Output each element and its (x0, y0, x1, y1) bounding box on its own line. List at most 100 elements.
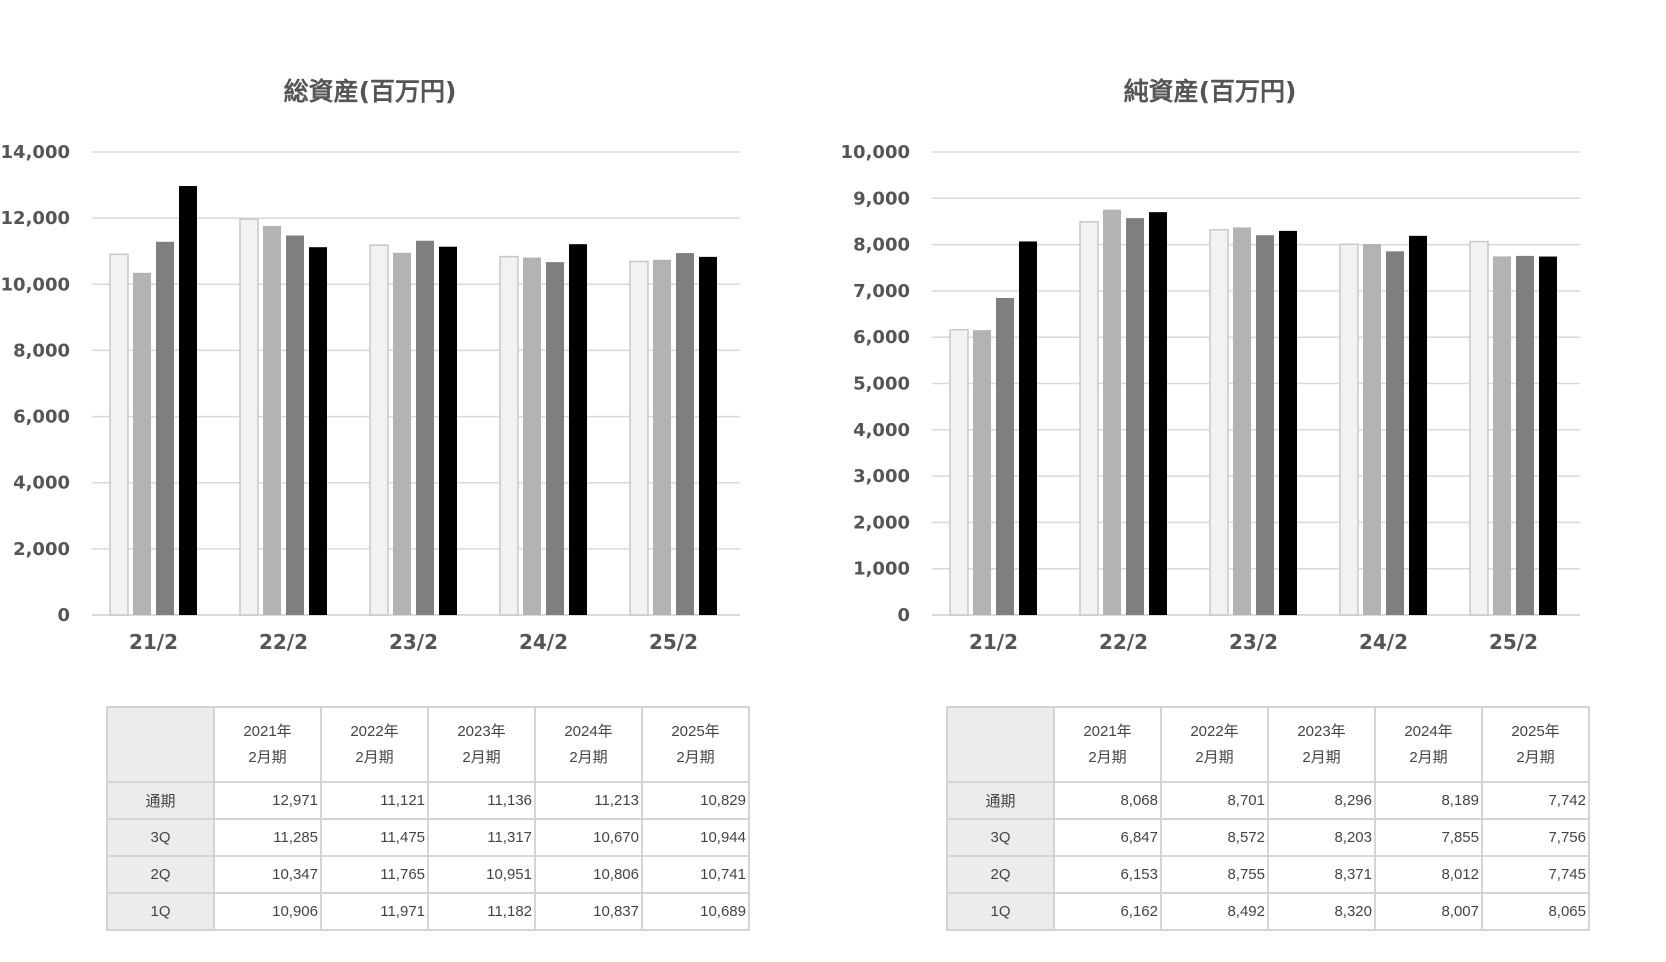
bar (369, 244, 389, 616)
table-cell: 10,951 (427, 855, 536, 894)
table-corner (106, 706, 215, 783)
table-header-row: 2021年 2月期 2022年 2月期 2023年 2月期 2024年 2月期 2025年 2月期 (106, 706, 750, 783)
column-header: 2023年 2月期 (1267, 706, 1376, 783)
table-cell: 11,182 (427, 892, 536, 931)
table-cell: 8,701 (1160, 781, 1269, 820)
bar (653, 259, 671, 615)
table-cell: 8,755 (1160, 855, 1269, 894)
table-cell: 8,007 (1374, 892, 1483, 931)
x-tick-label: 22/2 (1099, 630, 1148, 654)
total-assets-chart: 0 2,000 4,000 6,000 8,000 10,000 12,000 14,000 2… (1, 142, 740, 654)
table-cell: 8,189 (1374, 781, 1483, 820)
table-cell: 8,320 (1267, 892, 1376, 931)
total-assets-table: 2021年 2月期 2022年 2月期 2023年 2月期 2024年 2月期 2025年 2月期… (106, 706, 750, 931)
table-cell: 10,829 (641, 781, 750, 820)
net-assets-table: 2021年 2月期 2022年 2月期 2023年 2月期 2024年 2月期 2025年 2月期… (946, 706, 1590, 931)
y-tick-label: 3,000 (853, 466, 910, 487)
bar (1126, 218, 1144, 615)
net-assets-chart: 0 1,000 2,000 3,000 4,000 5,000 6,000 7,000 8,00… (841, 142, 1580, 654)
row-label: 3Q (106, 818, 215, 857)
y-tick-label: 6,000 (13, 407, 70, 428)
column-header: 2024年 2月期 (1374, 706, 1483, 783)
bar (1149, 212, 1167, 615)
table-cell: 11,765 (320, 855, 429, 894)
table-cell: 8,068 (1053, 781, 1162, 820)
y-tick-label: 10,000 (841, 142, 910, 163)
column-header: 2021年 2月期 (213, 706, 322, 783)
bar (973, 330, 991, 615)
x-tick-label: 23/2 (1229, 630, 1278, 654)
bar (179, 186, 197, 615)
y-tick-label: 9,000 (853, 188, 910, 209)
y-tick-label: 0 (897, 605, 910, 626)
table-cell: 8,492 (1160, 892, 1269, 931)
row-label: 2Q (106, 855, 215, 894)
table-row: 3Q 6,847 8,572 8,203 7,855 7,756 (946, 818, 1590, 857)
bar (133, 272, 151, 615)
bar (286, 235, 304, 615)
bar (1256, 235, 1274, 615)
table-row: 2Q 10,347 11,765 10,951 10,806 10,741 (106, 855, 750, 894)
table-cell: 7,742 (1481, 781, 1590, 820)
table-cell: 11,213 (534, 781, 643, 820)
bar (156, 241, 174, 615)
table-cell: 10,806 (534, 855, 643, 894)
table-row: 3Q 11,285 11,475 11,317 10,670 10,944 (106, 818, 750, 857)
table-cell: 11,971 (320, 892, 429, 931)
column-header: 2021年 2月期 (1053, 706, 1162, 783)
bar (676, 253, 694, 615)
y-tick-label: 4,000 (13, 473, 70, 494)
table-cell: 6,162 (1053, 892, 1162, 931)
table-cell: 11,136 (427, 781, 536, 820)
bar (1539, 256, 1557, 615)
x-tick-label: 21/2 (969, 630, 1018, 654)
bar (569, 244, 587, 615)
table-cell: 6,153 (1053, 855, 1162, 894)
x-tick-label: 24/2 (519, 630, 568, 654)
row-label: 1Q (106, 892, 215, 931)
table-cell: 8,296 (1267, 781, 1376, 820)
row-label: 1Q (946, 892, 1055, 931)
table-cell: 10,837 (534, 892, 643, 931)
x-tick-label: 21/2 (129, 630, 178, 654)
bar (1019, 241, 1037, 615)
table-cell: 12,971 (213, 781, 322, 820)
y-tick-label: 7,000 (853, 281, 910, 302)
column-header: 2025年 2月期 (641, 706, 750, 783)
x-tick-label: 25/2 (1489, 630, 1538, 654)
bar (1209, 229, 1229, 616)
table-cell: 8,065 (1481, 892, 1590, 931)
bar (1079, 221, 1099, 616)
table-cell: 6,847 (1053, 818, 1162, 857)
table-cell: 10,741 (641, 855, 750, 894)
x-tick-label: 24/2 (1359, 630, 1408, 654)
bar (439, 246, 457, 616)
y-tick-label: 0 (57, 605, 70, 626)
y-tick-label: 2,000 (853, 512, 910, 533)
table-row: 通期 12,971 11,121 11,136 11,213 10,829 (106, 781, 750, 820)
table-cell: 10,944 (641, 818, 750, 857)
table-cell: 7,756 (1481, 818, 1590, 857)
bar (1386, 251, 1404, 615)
y-tick-label: 8,000 (853, 235, 910, 256)
bar (1103, 209, 1121, 615)
table-cell: 11,475 (320, 818, 429, 857)
net-assets-panel: 純資産(百万円) 0 1,000 2,000 3,000 4,000 5,000 6,000… (840, 0, 1660, 962)
y-tick-label: 5,000 (853, 374, 910, 395)
x-tick-label: 22/2 (259, 630, 308, 654)
table-cell: 7,855 (1374, 818, 1483, 857)
bar (1409, 235, 1427, 615)
chart-title: 総資産(百万円) (283, 77, 457, 106)
table-row: 1Q 6,162 8,492 8,320 8,007 8,065 (946, 892, 1590, 931)
table-cell: 10,689 (641, 892, 750, 931)
y-tick-label: 14,000 (1, 142, 70, 163)
row-label: 通期 (106, 781, 215, 820)
bar (263, 225, 281, 615)
bar (1469, 240, 1489, 616)
bar (239, 218, 259, 616)
bar (949, 328, 969, 616)
table-cell: 8,203 (1267, 818, 1376, 857)
bar (1493, 256, 1511, 615)
chart-title: 純資産(百万円) (1123, 77, 1297, 106)
bar (546, 262, 564, 615)
